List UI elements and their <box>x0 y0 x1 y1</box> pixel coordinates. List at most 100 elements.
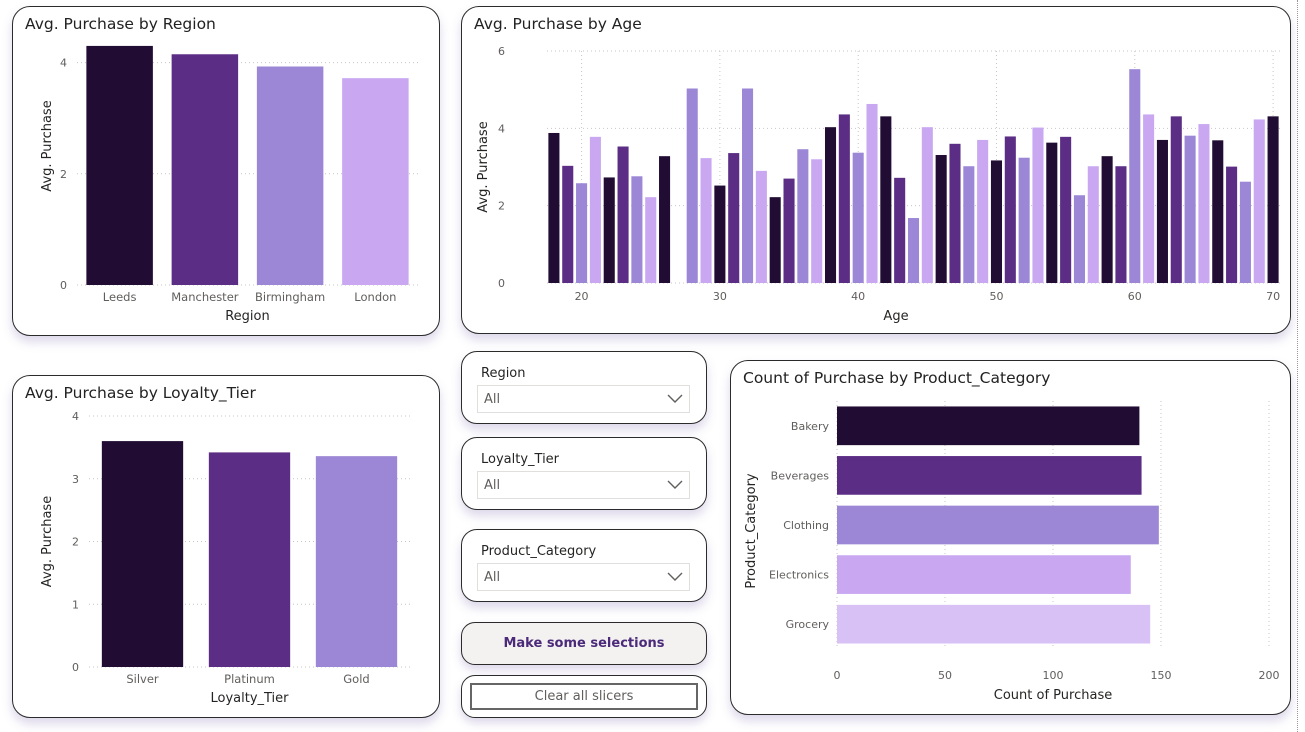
bar <box>631 176 643 283</box>
bar <box>811 159 823 283</box>
bar <box>755 170 767 283</box>
y-tick-label: 2 <box>498 200 505 213</box>
bar <box>866 103 878 284</box>
bar <box>714 185 726 283</box>
slicer-product-category-value: All <box>484 570 501 585</box>
y-tick-label: 6 <box>498 45 505 58</box>
bar <box>342 78 409 285</box>
y-tick-label: 2 <box>60 168 67 181</box>
bar <box>1239 181 1251 283</box>
bar <box>852 152 864 283</box>
x-tick-label: 20 <box>575 290 589 303</box>
x-axis-label: Loyalty_Tier <box>210 691 289 706</box>
bar <box>1046 142 1058 283</box>
chart-card-age[interactable]: Avg. Purchase by Age 0 2 4 6 20 30 40 50 60 70 Age… <box>461 6 1291 334</box>
clear-all-slicers-button[interactable]: Clear all slicers <box>470 683 698 710</box>
chart-card-loyalty[interactable]: Avg. Purchase by Loyalty_Tier 0 1 2 3 4 Silve… <box>12 375 440 718</box>
bar <box>562 165 574 283</box>
bar <box>728 153 740 283</box>
y-axis-label: Product_Category <box>744 473 759 589</box>
slicer-loyalty-tier-label: Loyalty_Tier <box>481 452 560 467</box>
bar <box>894 177 906 283</box>
bar <box>1226 166 1238 283</box>
bar <box>963 166 975 283</box>
y-tick-label: 4 <box>498 122 505 135</box>
x-tick-label: London <box>354 290 396 304</box>
bar <box>1115 166 1127 283</box>
slicer-region-dropdown[interactable]: All <box>477 385 690 413</box>
chart-title-product: Count of Purchase by Product_Category <box>743 369 1051 387</box>
slicer-product-category[interactable]: Product_Category All <box>461 529 707 602</box>
bar <box>1018 157 1030 283</box>
bar <box>1073 195 1085 283</box>
chart-title-region: Avg. Purchase by Region <box>25 15 216 33</box>
chart-card-region[interactable]: Avg. Purchase by Region 0 2 4 Leeds Manchest… <box>12 6 440 336</box>
bar <box>1101 156 1113 283</box>
bar <box>1060 136 1072 283</box>
bar <box>1129 69 1141 283</box>
x-axis-label: Count of Purchase <box>994 688 1112 703</box>
x-tick-label: 50 <box>938 669 952 682</box>
bar <box>1253 119 1265 283</box>
y-tick-label: 2 <box>72 536 79 549</box>
x-tick-label: Manchester <box>171 290 239 304</box>
y-tick-label: 4 <box>60 57 67 70</box>
page-edge-divider <box>1297 0 1298 732</box>
make-selections-button[interactable]: Make some selections <box>461 622 707 665</box>
x-tick-label: 0 <box>834 669 841 682</box>
slicer-loyalty-tier[interactable]: Loyalty_Tier All <box>461 437 707 510</box>
slicer-product-category-dropdown[interactable]: All <box>477 563 690 591</box>
x-tick-label: Leeds <box>103 290 137 304</box>
chart-age: 0 2 4 6 20 30 40 50 60 70 Age Avg. Purchase <box>476 45 1280 324</box>
x-tick-label: 100 <box>1043 669 1064 682</box>
y-tick-label: Clothing <box>783 519 829 532</box>
y-tick-label: 0 <box>72 661 79 674</box>
bar <box>686 88 698 283</box>
bar <box>1143 114 1155 283</box>
y-axis-label: Avg. Purchase <box>40 496 55 587</box>
y-tick-label: 1 <box>72 598 79 611</box>
x-tick-label: 150 <box>1151 669 1172 682</box>
bar <box>1156 139 1168 283</box>
bar <box>101 441 184 667</box>
bar <box>935 155 947 283</box>
bar <box>171 54 239 286</box>
bar <box>769 197 781 283</box>
slicer-product-category-label: Product_Category <box>481 544 597 559</box>
bar <box>208 452 291 667</box>
bar <box>1087 166 1099 283</box>
y-tick-label: Electronics <box>769 569 829 582</box>
chart-card-product[interactable]: Count of Purchase by Product_Category 0 5… <box>730 360 1291 715</box>
bar <box>907 218 920 283</box>
bar <box>645 197 657 283</box>
x-tick-label: Birmingham <box>255 290 325 304</box>
bar <box>797 149 809 283</box>
y-tick-label: 0 <box>60 279 67 292</box>
bar <box>1212 140 1224 283</box>
slicer-loyalty-tier-value: All <box>484 478 501 493</box>
chart-title-loyalty: Avg. Purchase by Loyalty_Tier <box>25 384 256 402</box>
bar <box>837 604 1151 644</box>
slicer-loyalty-tier-dropdown[interactable]: All <box>477 471 690 499</box>
y-tick-label: Beverages <box>771 469 830 482</box>
clear-slicers-card: Clear all slicers <box>461 675 707 718</box>
bar <box>315 456 398 667</box>
bar <box>1184 135 1196 283</box>
bar <box>1267 116 1279 283</box>
bar <box>824 127 837 283</box>
slicer-region-value: All <box>484 392 501 407</box>
bar <box>921 127 933 283</box>
x-tick-label: 30 <box>713 290 727 303</box>
bar <box>1004 136 1016 283</box>
bar <box>837 456 1142 495</box>
slicer-region[interactable]: Region All <box>461 351 707 424</box>
y-axis-label: Avg. Purchase <box>40 100 55 191</box>
x-tick-label: 40 <box>851 290 865 303</box>
chevron-down-icon <box>667 572 683 581</box>
y-tick-label: Grocery <box>786 618 830 631</box>
chart-title-age: Avg. Purchase by Age <box>474 15 642 33</box>
y-axis-label: Avg. Purchase <box>476 121 491 212</box>
bar <box>1198 124 1210 283</box>
bar <box>837 505 1159 545</box>
bar <box>1170 116 1182 283</box>
